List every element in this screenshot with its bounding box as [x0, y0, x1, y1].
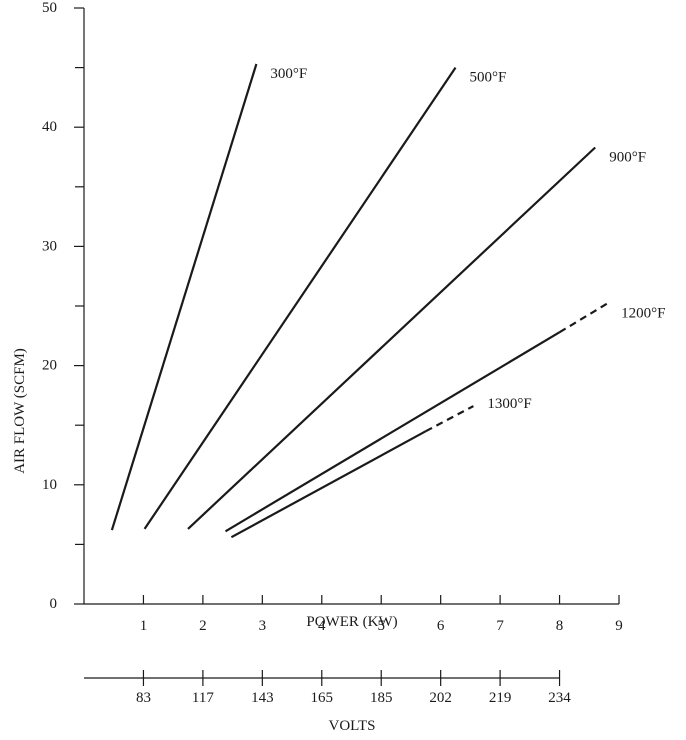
series-dashed-1200f: [559, 302, 608, 334]
volts-tick-label: 83: [136, 690, 151, 706]
x-axis: 1 2 3 4 5 6 7 8 9: [84, 595, 623, 634]
y-axis-title: AIR FLOW (SCFM): [12, 348, 28, 474]
volts-tick-label: 165: [311, 690, 334, 706]
x-tick-label: 5: [377, 618, 385, 634]
series-line-500f: [143, 66, 457, 530]
x-tick-label: 6: [437, 618, 445, 634]
y-axis: 0 10 20 30 40 50: [42, 0, 85, 612]
series-line-1200f: [224, 331, 561, 533]
volts-tick-label: 219: [489, 690, 512, 706]
volts-tick-label: 234: [548, 690, 571, 706]
volts-axis-title: VOLTS: [329, 718, 376, 734]
y-tick-label: 20: [42, 358, 57, 374]
y-tick-label: 50: [42, 0, 57, 16]
y-tick-label: 40: [42, 119, 57, 135]
y-ticks: 0 10 20 30 40 50: [42, 0, 84, 612]
x-ticks: 1 2 3 4 5 6 7 8 9: [140, 595, 623, 634]
volts-tick-label: 202: [429, 690, 452, 706]
volts-tick-label: 117: [192, 690, 214, 706]
x-axis-title: POWER (KW): [306, 614, 397, 630]
series-label-1300f: 1300°F: [487, 396, 531, 412]
y-tick-label: 0: [50, 596, 58, 612]
series-label-500f: 500°F: [470, 70, 507, 86]
x-tick-label: 4: [318, 618, 326, 634]
volts-tick-label: 185: [370, 690, 393, 706]
series-label-300f: 300°F: [270, 66, 307, 82]
series-dashed-1300f: [425, 405, 474, 433]
volts-axis: 83 117 143 165 185 202 219 234: [84, 670, 571, 706]
series-label-900f: 900°F: [609, 149, 646, 165]
series-labels: 300°F 500°F 900°F 1200°F 1300°F: [270, 66, 665, 412]
series-line-300f: [110, 63, 258, 531]
volts-tick-label: 143: [251, 690, 274, 706]
series-label-1200f: 1200°F: [621, 306, 665, 322]
series-line-1300f: [230, 430, 427, 539]
x-tick-label: 1: [140, 618, 148, 634]
x-tick-label: 9: [615, 618, 623, 634]
volts-ticks: 83 117 143 165 185 202 219 234: [136, 670, 571, 706]
x-tick-label: 2: [199, 618, 207, 634]
series-lines: [110, 63, 608, 539]
y-tick-label: 30: [42, 238, 57, 254]
x-tick-label: 8: [556, 618, 564, 634]
y-tick-label: 10: [42, 477, 57, 493]
series-line-900f: [187, 146, 596, 530]
x-tick-label: 7: [496, 618, 504, 634]
x-tick-label: 3: [259, 618, 267, 634]
